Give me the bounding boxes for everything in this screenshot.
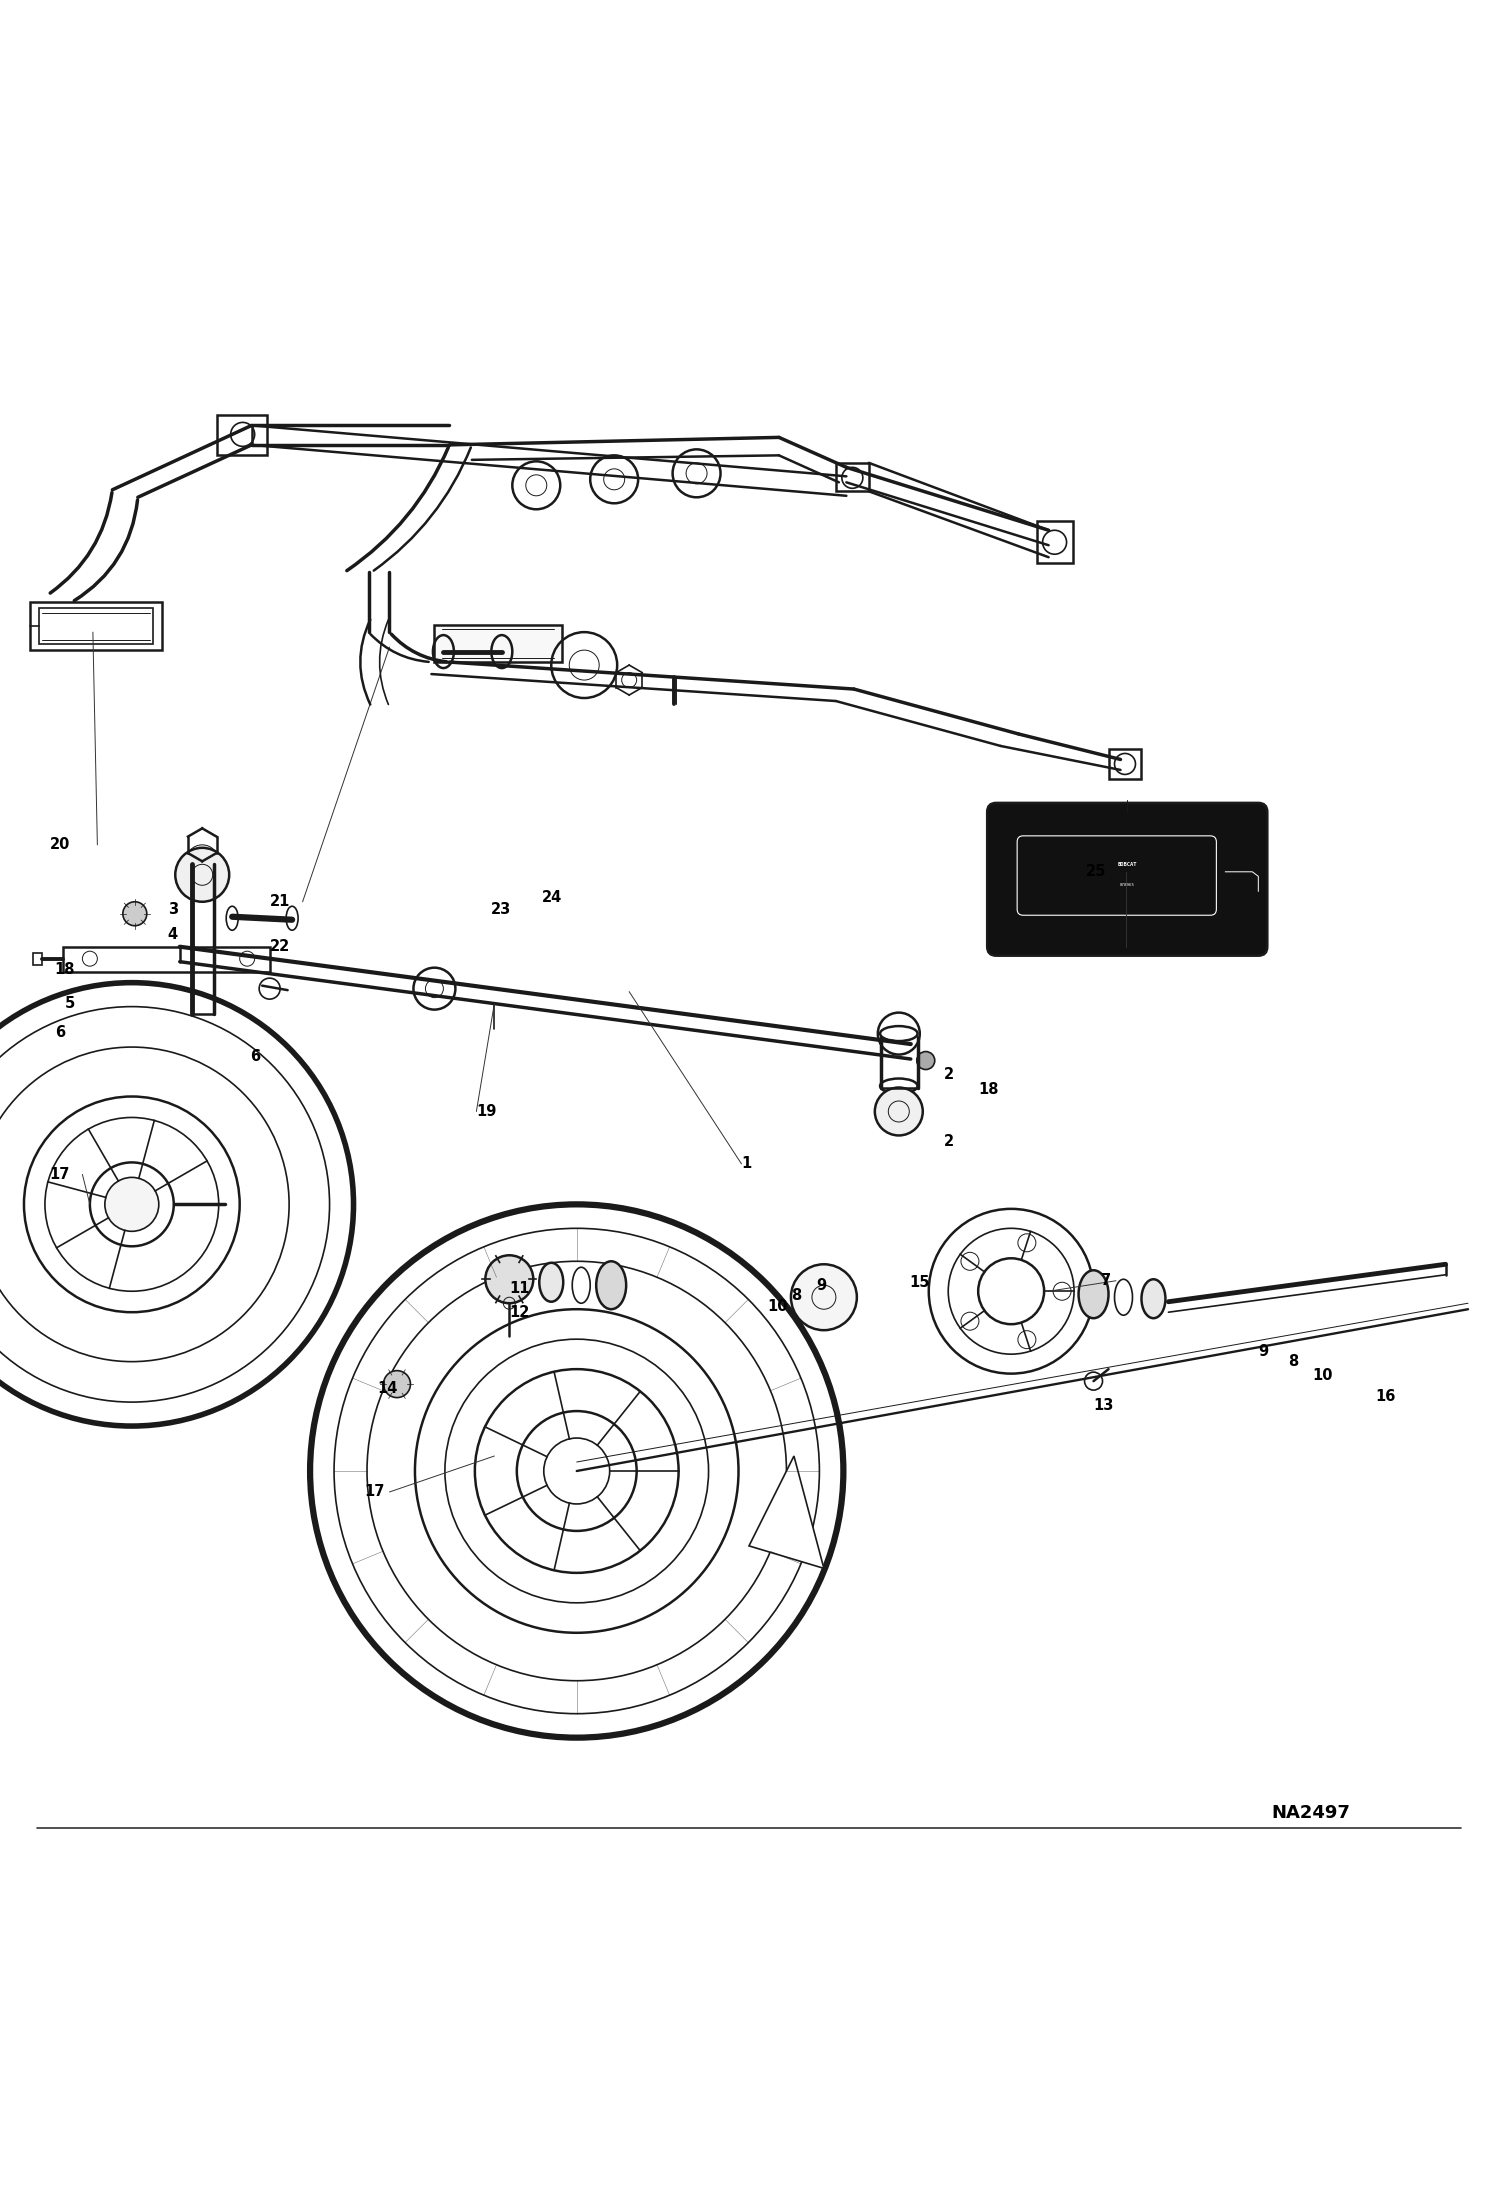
Text: 15: 15	[909, 1274, 930, 1289]
Polygon shape	[434, 625, 562, 662]
Text: 12: 12	[509, 1305, 530, 1320]
Text: 4: 4	[168, 928, 178, 943]
Text: 17: 17	[49, 1167, 70, 1182]
Text: 3: 3	[168, 901, 178, 917]
Ellipse shape	[1079, 1270, 1109, 1318]
Text: 5: 5	[64, 996, 75, 1011]
Ellipse shape	[1141, 1279, 1165, 1318]
Circle shape	[383, 1371, 410, 1397]
Text: NA2497: NA2497	[1272, 1803, 1350, 1822]
Text: 14: 14	[377, 1382, 398, 1397]
Text: 23: 23	[491, 901, 512, 917]
Text: 11: 11	[509, 1281, 530, 1296]
Circle shape	[105, 1178, 159, 1230]
Text: 7: 7	[1101, 1274, 1112, 1287]
Text: 24: 24	[542, 890, 563, 906]
Circle shape	[875, 1088, 923, 1136]
Circle shape	[123, 901, 147, 925]
Text: 878965: 878965	[1119, 884, 1135, 888]
Text: 25: 25	[1086, 864, 1107, 879]
Text: 19: 19	[476, 1103, 497, 1118]
Text: 2: 2	[944, 1066, 954, 1081]
Circle shape	[186, 844, 219, 877]
Text: 6: 6	[55, 1024, 66, 1039]
Text: 17: 17	[364, 1485, 385, 1500]
Text: 10: 10	[1312, 1368, 1333, 1382]
Text: 13: 13	[1094, 1397, 1115, 1412]
Text: 18: 18	[978, 1081, 999, 1096]
Text: 8: 8	[791, 1287, 801, 1303]
Text: 21: 21	[270, 895, 291, 910]
Text: BOBCAT: BOBCAT	[1118, 862, 1137, 866]
Circle shape	[917, 1053, 935, 1070]
Text: 1: 1	[742, 1156, 752, 1171]
Text: 8: 8	[1288, 1353, 1299, 1368]
Text: 22: 22	[270, 939, 291, 954]
FancyBboxPatch shape	[987, 803, 1267, 956]
Circle shape	[175, 849, 229, 901]
Text: 2: 2	[944, 1134, 954, 1149]
Circle shape	[791, 1265, 857, 1331]
Text: 9: 9	[1258, 1344, 1269, 1360]
Ellipse shape	[539, 1263, 563, 1303]
Text: 6: 6	[250, 1048, 261, 1064]
Text: 20: 20	[49, 838, 70, 853]
Text: 18: 18	[54, 963, 75, 976]
Text: 9: 9	[816, 1279, 827, 1292]
Text: 16: 16	[1375, 1388, 1396, 1404]
Ellipse shape	[596, 1261, 626, 1309]
Text: 10: 10	[767, 1298, 788, 1314]
Polygon shape	[749, 1456, 824, 1568]
Circle shape	[485, 1254, 533, 1303]
